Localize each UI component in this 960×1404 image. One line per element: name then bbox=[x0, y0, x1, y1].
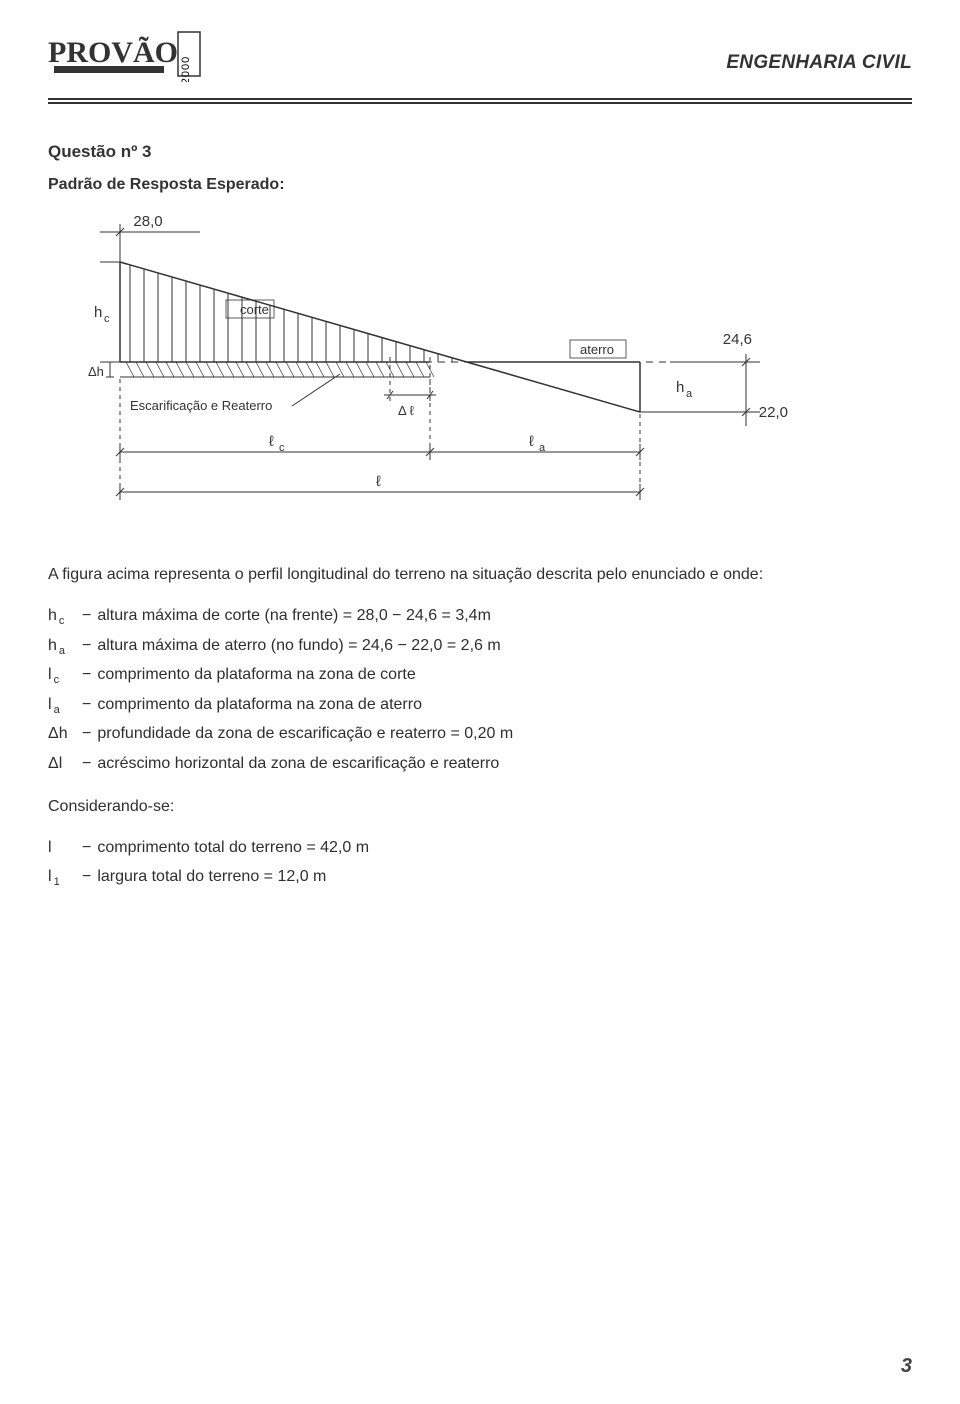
considering-label: Considerando-se: bbox=[48, 795, 912, 819]
svg-text:a: a bbox=[539, 442, 546, 454]
logo-year: 2000 bbox=[178, 32, 200, 82]
logo-text: PROVÃO bbox=[48, 36, 178, 69]
svg-text:Δ ℓ: Δ ℓ bbox=[398, 403, 415, 418]
definitions-list: hc−altura máxima de corte (na frente) = … bbox=[48, 601, 912, 779]
svg-text:aterro: aterro bbox=[580, 342, 614, 357]
considering-list: l−comprimento total do terreno = 42,0 ml… bbox=[48, 833, 912, 892]
logo: PROVÃO 2000 bbox=[48, 30, 208, 87]
question-subtitle: Padrão de Resposta Esperado: bbox=[48, 176, 912, 194]
page-header: PROVÃO 2000 ENGENHARIA CIVIL bbox=[48, 30, 912, 90]
question-title: Questão nº 3 bbox=[48, 142, 912, 162]
definition-row: lc−comprimento da plataforma na zona de … bbox=[48, 660, 912, 690]
definition-row: l1−largura total do terreno = 12,0 m bbox=[48, 862, 912, 892]
definition-row: Δl−acréscimo horizontal da zona de escar… bbox=[48, 749, 912, 779]
page-number: 3 bbox=[901, 1355, 912, 1378]
svg-text:2000: 2000 bbox=[180, 56, 192, 82]
svg-text:28,0: 28,0 bbox=[133, 213, 162, 230]
definition-row: ha−altura máxima de aterro (no fundo) = … bbox=[48, 631, 912, 661]
svg-text:ℓ: ℓ bbox=[269, 433, 274, 450]
definition-row: hc−altura máxima de corte (na frente) = … bbox=[48, 601, 912, 631]
header-rule-2 bbox=[48, 102, 912, 104]
svg-text:a: a bbox=[686, 388, 693, 400]
definition-row: Δh−profundidade da zona de escarificação… bbox=[48, 719, 912, 749]
profile-figure: 28,0corteΔhhcEscarificação e Reaterroate… bbox=[40, 202, 912, 537]
svg-text:h: h bbox=[94, 304, 102, 321]
definition-row: l−comprimento total do terreno = 42,0 m bbox=[48, 833, 912, 863]
svg-text:22,0: 22,0 bbox=[759, 404, 788, 421]
figure-caption: A figura acima representa o perfil longi… bbox=[48, 563, 912, 587]
svg-text:corte: corte bbox=[240, 302, 269, 317]
svg-text:Escarificação e Reaterro: Escarificação e Reaterro bbox=[130, 398, 272, 413]
svg-text:c: c bbox=[279, 442, 285, 454]
header-rule-1 bbox=[48, 98, 912, 100]
subject-label: ENGENHARIA CIVIL bbox=[726, 52, 912, 74]
svg-text:c: c bbox=[104, 313, 110, 325]
svg-text:24,6: 24,6 bbox=[723, 331, 752, 348]
definition-row: la−comprimento da plataforma na zona de … bbox=[48, 690, 912, 720]
svg-text:ℓ: ℓ bbox=[376, 473, 381, 490]
svg-text:ℓ: ℓ bbox=[529, 433, 534, 450]
svg-text:Δh: Δh bbox=[88, 364, 104, 379]
svg-text:h: h bbox=[676, 379, 684, 396]
